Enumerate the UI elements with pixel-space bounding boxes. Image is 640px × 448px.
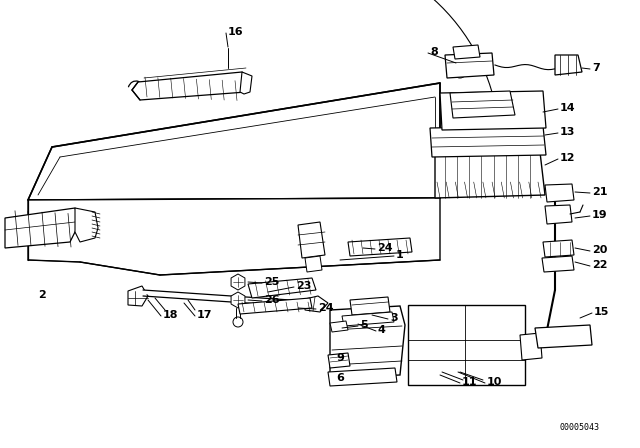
Polygon shape — [453, 45, 480, 59]
Text: 25: 25 — [264, 277, 280, 287]
Text: 6: 6 — [336, 373, 344, 383]
Text: 17: 17 — [197, 310, 212, 320]
Polygon shape — [445, 53, 494, 78]
Polygon shape — [330, 321, 348, 332]
Polygon shape — [231, 274, 245, 290]
Text: 4: 4 — [378, 325, 386, 335]
Circle shape — [487, 363, 493, 369]
Polygon shape — [132, 72, 250, 100]
Polygon shape — [342, 312, 394, 326]
Polygon shape — [330, 306, 405, 378]
Circle shape — [469, 345, 475, 351]
Polygon shape — [28, 83, 440, 200]
Polygon shape — [435, 152, 545, 198]
Text: 7: 7 — [592, 63, 600, 73]
Text: 21: 21 — [592, 187, 607, 197]
Polygon shape — [305, 256, 322, 272]
Polygon shape — [440, 91, 546, 130]
Text: 3: 3 — [390, 313, 397, 323]
Polygon shape — [5, 208, 80, 248]
Polygon shape — [298, 222, 325, 258]
Polygon shape — [348, 238, 412, 256]
Circle shape — [553, 188, 563, 198]
Polygon shape — [248, 278, 316, 298]
Polygon shape — [350, 297, 390, 315]
Text: 12: 12 — [560, 153, 575, 163]
Polygon shape — [408, 305, 525, 385]
Polygon shape — [520, 333, 542, 360]
Text: 15: 15 — [594, 307, 609, 317]
Text: 26: 26 — [264, 295, 280, 305]
Text: 00005043: 00005043 — [560, 423, 600, 432]
Text: 19: 19 — [592, 210, 607, 220]
Text: 23: 23 — [296, 281, 312, 291]
Text: 24: 24 — [377, 243, 392, 253]
Polygon shape — [543, 240, 574, 257]
Polygon shape — [450, 91, 515, 118]
Polygon shape — [555, 55, 582, 75]
Circle shape — [487, 327, 493, 333]
Text: 13: 13 — [560, 127, 575, 137]
Circle shape — [505, 345, 511, 351]
Polygon shape — [545, 205, 572, 224]
Polygon shape — [328, 353, 350, 368]
Text: 5: 5 — [360, 320, 367, 330]
Circle shape — [454, 66, 466, 78]
Text: 8: 8 — [430, 47, 438, 57]
Polygon shape — [238, 298, 312, 314]
Text: 2: 2 — [38, 290, 45, 300]
Polygon shape — [75, 208, 98, 242]
Polygon shape — [542, 256, 574, 272]
Circle shape — [552, 209, 564, 221]
Polygon shape — [430, 126, 546, 157]
Text: 10: 10 — [487, 377, 502, 387]
Polygon shape — [28, 198, 440, 275]
Text: 1: 1 — [396, 250, 404, 260]
Polygon shape — [545, 184, 574, 202]
Circle shape — [462, 320, 518, 376]
Text: 22: 22 — [592, 260, 607, 270]
Polygon shape — [328, 368, 397, 386]
Text: 20: 20 — [592, 245, 607, 255]
Polygon shape — [535, 325, 592, 348]
Text: 9: 9 — [336, 353, 344, 363]
Polygon shape — [240, 72, 252, 94]
Text: 14: 14 — [560, 103, 575, 113]
Polygon shape — [128, 286, 148, 306]
Text: 11: 11 — [462, 377, 477, 387]
Polygon shape — [305, 296, 328, 312]
Text: 18: 18 — [163, 310, 179, 320]
Text: 24: 24 — [318, 303, 333, 313]
Circle shape — [233, 317, 243, 327]
Text: 16: 16 — [228, 27, 244, 37]
Polygon shape — [231, 292, 245, 308]
